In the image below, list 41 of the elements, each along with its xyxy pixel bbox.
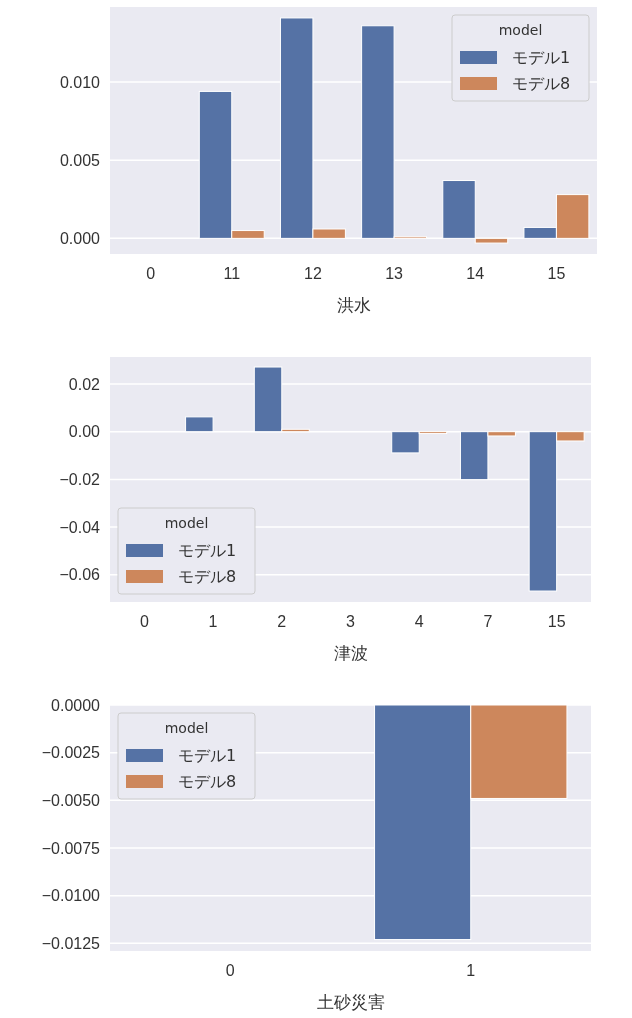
x-tick-label: 0 — [225, 962, 235, 980]
legend-label: モデル8 — [178, 772, 237, 791]
y-tick-label: −0.0050 — [41, 791, 101, 809]
legend-label: モデル8 — [512, 74, 571, 93]
y-tick-label: 0.000 — [59, 229, 101, 247]
x-tick-label: 12 — [304, 265, 322, 283]
x-tick-label: 4 — [414, 613, 424, 631]
y-tick-label: −0.0025 — [41, 744, 101, 762]
x-tick-label: 14 — [466, 265, 485, 283]
y-tick-label: 0.02 — [68, 375, 101, 393]
legend-label: モデル1 — [178, 541, 237, 560]
legend-title: model — [498, 22, 543, 38]
y-tick-label: −0.04 — [59, 518, 101, 536]
x-tick-label: 15 — [547, 613, 566, 631]
x-tick-label: 1 — [466, 962, 476, 980]
legend-label: モデル8 — [178, 567, 237, 586]
y-tick-label: −0.0100 — [41, 887, 101, 905]
y-tick-label: 0.00 — [68, 423, 101, 441]
y-tick-label: −0.0075 — [41, 839, 101, 857]
x-tick-label: 0 — [146, 265, 156, 283]
legend-title: model — [164, 515, 209, 531]
legend-title: model — [164, 720, 209, 736]
x-tick-label: 0 — [139, 613, 149, 631]
x-tick-label: 1 — [208, 613, 218, 631]
x-tick-label: 13 — [385, 265, 404, 283]
y-tick-label: −0.0125 — [41, 934, 101, 952]
x-tick-label: 11 — [223, 265, 241, 283]
x-tick-label: 3 — [346, 613, 356, 631]
x-axis-title: 土砂災害 — [316, 992, 385, 1012]
y-tick-label: 0.0000 — [51, 696, 101, 714]
x-axis-title: 洪水 — [336, 295, 371, 315]
y-tick-label: −0.02 — [59, 471, 101, 488]
legend-label: モデル1 — [512, 48, 571, 67]
y-tick-label: 0.005 — [59, 151, 101, 169]
x-tick-label: 15 — [547, 265, 566, 283]
y-tick-label: −0.06 — [59, 566, 101, 584]
x-axis-title: 津波 — [333, 643, 368, 663]
x-tick-label: 7 — [483, 613, 493, 631]
legend-label: モデル1 — [178, 746, 237, 765]
x-tick-label: 2 — [277, 613, 287, 631]
y-tick-label: 0.010 — [59, 73, 101, 91]
